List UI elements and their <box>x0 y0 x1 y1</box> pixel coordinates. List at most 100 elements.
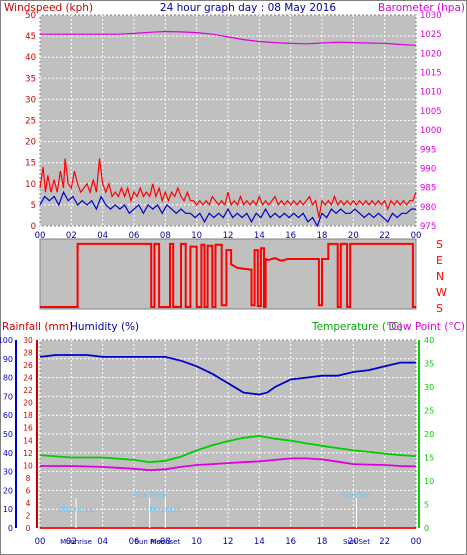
humidity-y-tick: 40 <box>3 449 13 458</box>
marker-label: Sun Rise <box>133 491 166 500</box>
humidity-y-tick: 80 <box>3 374 13 383</box>
wind-x-tick: 00 <box>411 231 422 241</box>
dew-point-axis-label: Dew Point (°C) <box>388 321 465 333</box>
temp-y-tick: 15 <box>424 454 434 463</box>
temperature-axis-label: Temperature (°C) <box>311 321 403 333</box>
baro-y-tick: 990 <box>420 164 436 174</box>
marker-label: Moonrise <box>59 505 93 514</box>
humidity-y-tick: 100 <box>0 336 13 345</box>
marker-bottom-label: Sun Set <box>343 538 370 546</box>
baro-y-tick: 980 <box>420 203 436 213</box>
marker-bottom-label: Moonrise <box>60 538 92 546</box>
windspeed-axis-label: Windspeed (kph) <box>4 2 93 14</box>
baro-y-tick: 1015 <box>420 69 442 79</box>
wind-direction-series <box>40 242 416 308</box>
temp-x-tick: 12 <box>223 537 234 547</box>
temp-series <box>39 354 417 529</box>
rain-y-tick: 2 <box>26 511 31 520</box>
wind-y-tick: 15 <box>25 159 36 169</box>
temp-y-tick: 30 <box>424 383 434 392</box>
rain-y-tick: 18 <box>23 411 33 420</box>
rain-y-tick: 20 <box>23 399 33 408</box>
humidity-y-tick: 60 <box>3 411 13 420</box>
temp-x-tick: 18 <box>317 537 328 547</box>
temp-x-tick: 20 <box>348 537 359 547</box>
humidity-line <box>39 354 416 396</box>
temp-y-tick: 40 <box>424 336 434 345</box>
rain-y-tick: 22 <box>23 386 33 395</box>
rain-y-tick: 8 <box>26 474 31 483</box>
baro-y-tick: 1020 <box>420 49 442 59</box>
dew-point-line <box>40 457 417 472</box>
baro-y-tick: 1000 <box>420 126 442 136</box>
humidity-y-tick: 20 <box>3 486 13 495</box>
marker-bottom-label: Moonset <box>150 538 180 546</box>
rain-y-tick: 12 <box>23 449 33 458</box>
rain-y-tick: 0 <box>26 524 31 533</box>
wind-barometer-panel: 0510152025303540455097598098599099510001… <box>25 11 441 241</box>
temp-x-tick: 04 <box>97 537 108 547</box>
rain-humidity-temp-panel: 0102030405060708090100024681012141618202… <box>0 336 434 547</box>
wind-x-tick: 04 <box>97 231 108 241</box>
wind-y-tick: 0 <box>31 222 36 232</box>
wind-x-tick: 08 <box>160 231 171 241</box>
rain-y-tick: 6 <box>26 486 31 495</box>
wind-series <box>39 30 417 228</box>
temp-y-tick: 5 <box>424 501 429 510</box>
temp-x-tick: 16 <box>285 537 296 547</box>
wind-direction-tick: N <box>436 270 444 283</box>
wind-direction-tick: S <box>436 302 443 315</box>
wind-x-tick: 10 <box>191 231 202 241</box>
humidity-y-tick: 50 <box>3 430 13 439</box>
baro-y-tick: 975 <box>420 222 436 232</box>
wind-x-tick: 00 <box>35 231 46 241</box>
temp-x-tick: 10 <box>191 537 202 547</box>
wind-x-tick: 18 <box>317 231 328 241</box>
marker-label: Sun Set <box>342 491 371 500</box>
temp-y-tick: 10 <box>424 477 434 486</box>
wind-x-tick: 16 <box>285 231 296 241</box>
humidity-y-tick: 90 <box>3 355 13 364</box>
wind-x-tick: 22 <box>379 231 390 241</box>
barometer-line <box>40 30 417 46</box>
baro-y-tick: 1030 <box>420 11 442 21</box>
baro-y-tick: 1005 <box>420 107 442 117</box>
wind-y-tick: 50 <box>25 11 36 21</box>
temp-y-tick: 35 <box>424 360 434 369</box>
temp-x-tick: 08 <box>160 537 171 547</box>
humidity-y-tick: 10 <box>3 505 13 514</box>
windspeed-line <box>39 158 417 218</box>
temp-x-tick: 22 <box>379 537 390 547</box>
wind-direction-line <box>40 242 416 308</box>
baro-y-tick: 1025 <box>420 30 442 40</box>
temp-y-tick: 0 <box>424 524 429 533</box>
temp-x-tick: 00 <box>35 537 46 547</box>
wind-x-tick: 20 <box>348 231 359 241</box>
wind-x-tick: 02 <box>66 231 77 241</box>
rainfall-axis-label: Rainfall (mm) <box>2 321 73 333</box>
marker-label: Moonset <box>149 505 181 514</box>
wind-y-tick: 25 <box>25 117 36 127</box>
temp-y-tick: 20 <box>424 430 434 439</box>
humidity-y-tick: 0 <box>8 524 13 533</box>
wind-y-tick: 5 <box>31 201 36 211</box>
wind-y-tick: 40 <box>25 53 36 63</box>
rain-y-tick: 10 <box>23 461 33 470</box>
rain-y-tick: 30 <box>23 336 33 345</box>
humidity-y-tick: 70 <box>3 392 13 401</box>
barometer-axis-label: Barometer (hpa) <box>378 2 465 14</box>
wind-x-tick: 12 <box>223 231 234 241</box>
wind-y-tick: 35 <box>25 74 36 84</box>
wind-axes: 0510152025303540455097598098599099510001… <box>25 11 441 241</box>
graph-title: 24 hour graph day : 08 May 2016 <box>160 2 336 14</box>
temp-x-tick: 00 <box>411 537 422 547</box>
baro-y-tick: 995 <box>420 145 436 155</box>
wind-y-tick: 45 <box>25 32 36 42</box>
humidity-y-tick: 30 <box>3 468 13 477</box>
marker-bottom-label: Sun Rise <box>135 538 165 546</box>
rain-y-tick: 26 <box>23 361 33 370</box>
wind-y-tick: 10 <box>25 180 36 190</box>
temp-y-tick: 25 <box>424 407 434 416</box>
